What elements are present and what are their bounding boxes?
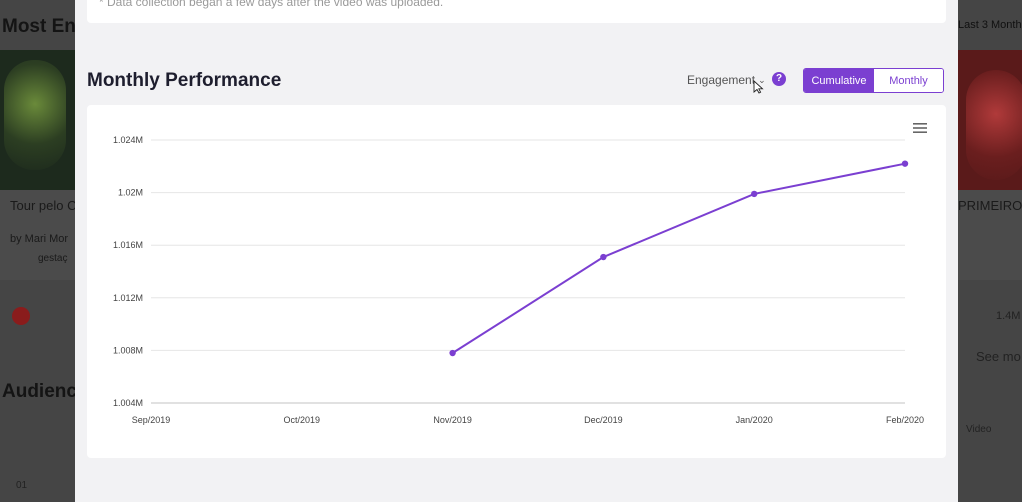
y-tick-label: 1.024M	[113, 135, 143, 145]
x-tick-label: Oct/2019	[284, 415, 321, 425]
cumulative-button[interactable]: Cumulative	[804, 69, 874, 92]
bg-video-title-left[interactable]: Tour pelo C	[10, 198, 77, 213]
bg-video-thumbnail-right[interactable]	[958, 50, 1022, 190]
mouse-pointer-icon	[753, 80, 764, 94]
data-collection-note: * Data collection began a few days after…	[99, 0, 444, 9]
y-tick-label: 1.02M	[118, 188, 143, 198]
metric-dropdown[interactable]: Engagement ⌄	[687, 73, 766, 87]
bg-audience-title: Audienc	[2, 381, 77, 402]
metric-dropdown-label: Engagement	[687, 73, 756, 87]
series-line	[452, 162, 906, 354]
bg-per-video-label: Video	[966, 424, 992, 435]
y-tick-label: 1.004M	[113, 398, 143, 408]
data-point[interactable]	[901, 160, 909, 167]
bg-video-tags-left: gestaç	[38, 253, 68, 264]
y-tick-label: 1.016M	[113, 240, 143, 250]
data-point[interactable]	[600, 253, 607, 261]
monthly-button[interactable]: Monthly	[874, 69, 943, 92]
chart-card	[87, 105, 946, 458]
performance-modal: * Data collection began a few days after…	[75, 0, 958, 502]
page-title: Monthly Performance	[87, 70, 282, 91]
bg-video-info-left	[0, 190, 75, 280]
help-icon[interactable]: ?	[772, 72, 786, 86]
y-tick-label: 1.012M	[113, 293, 143, 303]
x-tick-label: Sep/2019	[132, 415, 171, 425]
bg-bottom-label: 01	[16, 480, 28, 491]
bg-time-filter[interactable]: Last 3 Month	[958, 19, 1022, 31]
data-point[interactable]	[449, 349, 456, 357]
performance-chart: 1.004M 1.008M 1.012M 1.016M 1.02M 1.024M Sep/…	[113, 135, 924, 425]
view-toggle: Cumulative Monthly	[803, 68, 944, 93]
bg-video-thumbnail-left[interactable]	[0, 50, 75, 190]
data-point[interactable]	[751, 190, 758, 198]
bg-views-count: 1.4M	[996, 310, 1021, 322]
bg-video-title-right[interactable]: PRIMEIRO	[958, 198, 1022, 213]
x-tick-label: Jan/2020	[736, 415, 773, 425]
bg-see-more-link[interactable]: See mo	[976, 349, 1021, 364]
x-tick-label: Dec/2019	[584, 415, 623, 425]
chevron-down-icon: ⌄	[758, 74, 766, 85]
x-tick-label: Feb/2020	[886, 415, 924, 425]
bg-video-author-left: by Mari Mor	[10, 233, 69, 245]
chart-menu-icon[interactable]	[913, 123, 927, 133]
bg-video-info-right	[958, 190, 1022, 280]
note-card: * Data collection began a few days after…	[87, 0, 946, 23]
bg-section-title: Most En	[2, 16, 76, 37]
youtube-icon	[12, 307, 30, 325]
x-tick-label: Nov/2019	[433, 415, 472, 425]
y-tick-label: 1.008M	[113, 345, 143, 355]
